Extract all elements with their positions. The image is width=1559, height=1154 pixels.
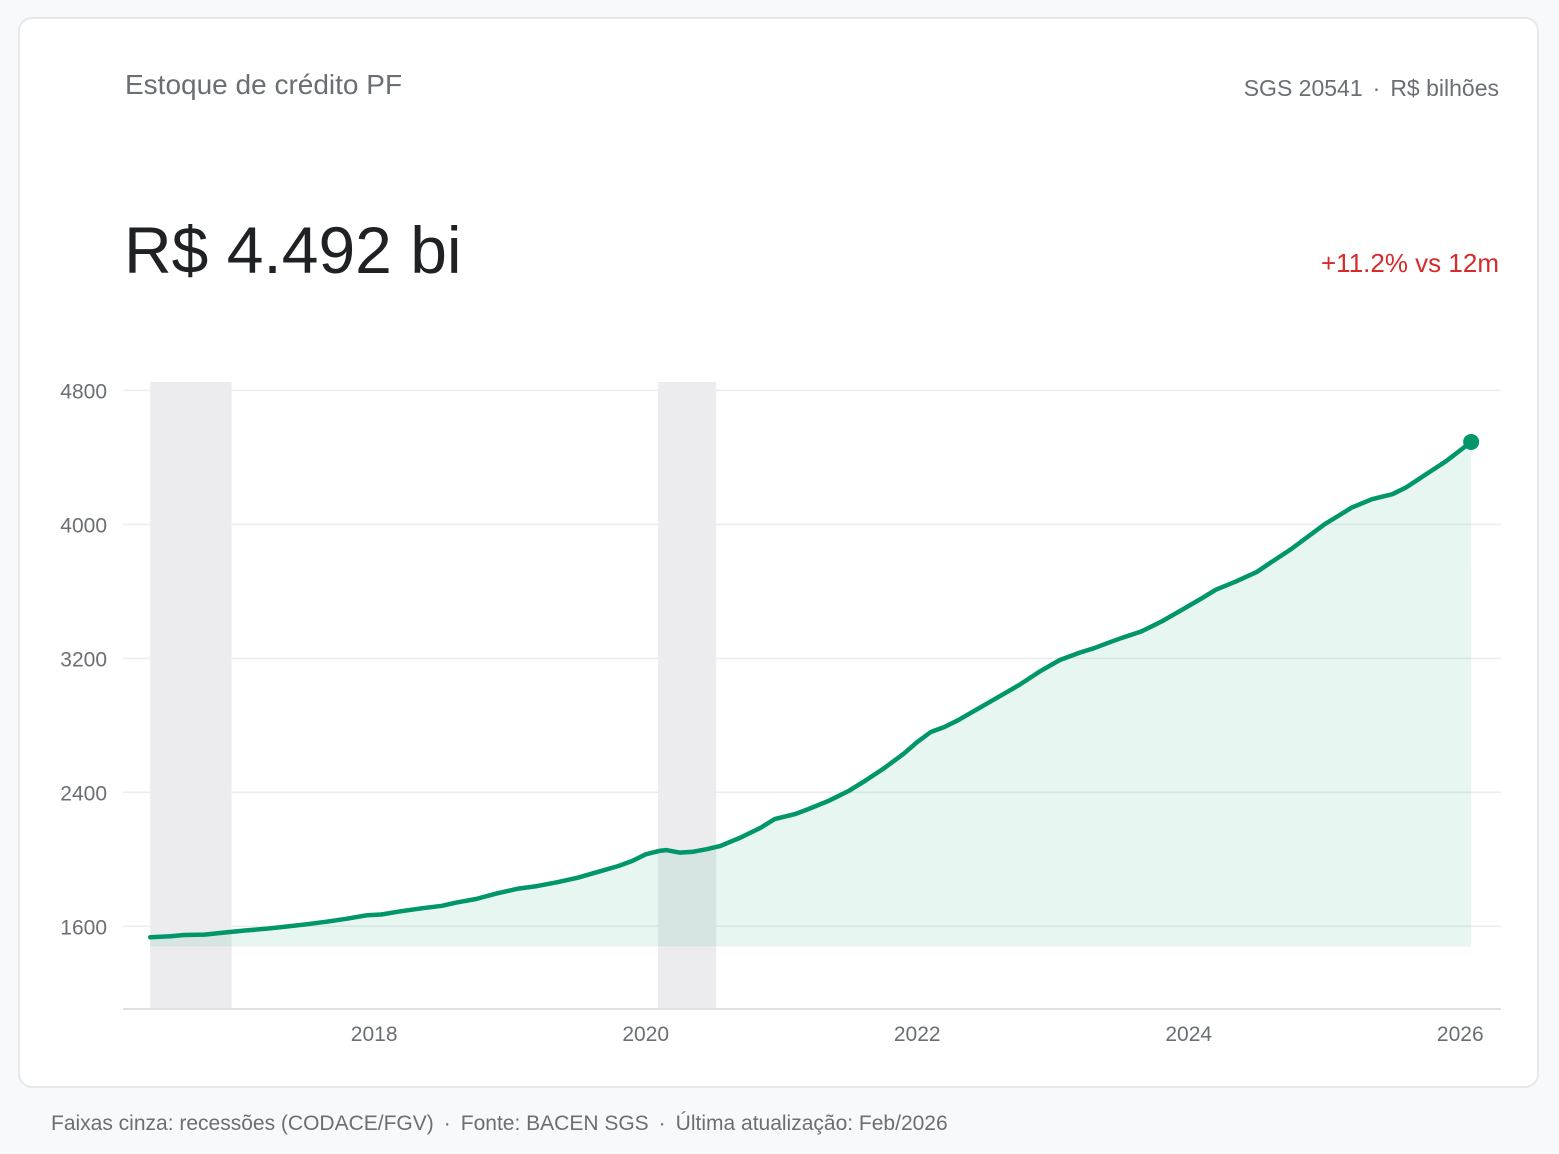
footnote: Faixas cinza: recessões (CODACE/FGV) · Fon…: [51, 1112, 948, 1136]
y-tick-label: 1600: [60, 916, 107, 939]
recession-band: [657, 382, 717, 1008]
recession-note: Faixas cinza: recessões (CODACE/FGV): [51, 1112, 434, 1135]
y-tick-label: 4000: [60, 514, 107, 537]
series-area: [150, 442, 1472, 947]
meta-separator: ·: [1372, 75, 1381, 101]
series-code: SGS 20541: [1243, 75, 1363, 101]
update-note: Última atualização: Feb/2026: [675, 1112, 948, 1135]
series-unit: R$ bilhões: [1390, 75, 1499, 101]
chart-title: Estoque de crédito PF: [125, 69, 403, 100]
footnote-separator: ·: [443, 1112, 451, 1135]
y-tick-label: 2400: [60, 782, 107, 805]
series-line: [147, 439, 1474, 940]
footnote-separator: ·: [658, 1112, 666, 1135]
x-tick-label: 2018: [351, 1023, 398, 1046]
y-tick-label: 3200: [60, 648, 107, 671]
source-note: Fonte: BACEN SGS: [460, 1112, 649, 1135]
recession-band: [150, 382, 232, 1008]
latest-point: [1463, 433, 1480, 450]
yoy-change: +11.2% vs 12m: [1320, 248, 1499, 278]
series-meta: SGS 20541 · R$ bilhões: [1244, 75, 1499, 102]
x-tick-label: 2024: [1165, 1023, 1212, 1046]
x-tick-label: 2026: [1437, 1023, 1484, 1046]
headline-value: R$ 4.492 bi: [124, 213, 462, 287]
y-tick-label: 4800: [60, 380, 107, 403]
x-tick-label: 2022: [894, 1023, 941, 1046]
x-tick-label: 2020: [622, 1023, 669, 1046]
